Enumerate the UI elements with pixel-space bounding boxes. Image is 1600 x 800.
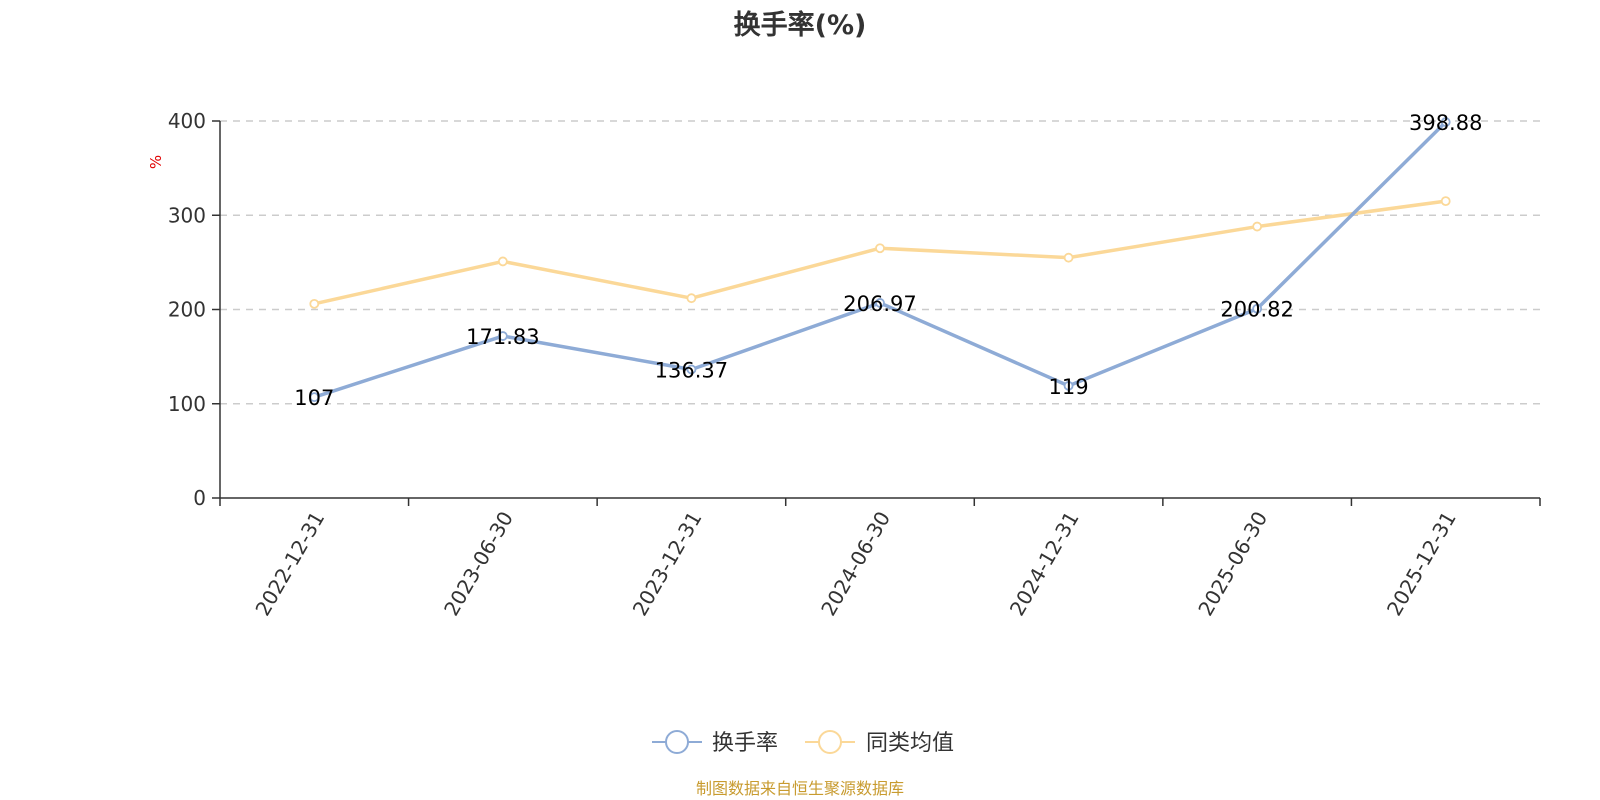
x-tick-label: 2025-12-31 bbox=[1382, 507, 1461, 620]
legend-label: 换手率 bbox=[712, 731, 778, 756]
data-point[interactable] bbox=[875, 243, 885, 254]
y-tick-label: 100 bbox=[168, 392, 206, 416]
data-label: 171.83 bbox=[466, 325, 539, 349]
data-point[interactable] bbox=[497, 256, 508, 267]
data-point[interactable] bbox=[497, 331, 508, 341]
data-label: 119 bbox=[1049, 375, 1089, 399]
series-layer bbox=[309, 117, 1451, 403]
y-tick-label: 400 bbox=[168, 109, 206, 133]
series-line-turnover-rate[interactable] bbox=[313, 120, 1447, 399]
data-label: 107 bbox=[294, 386, 334, 410]
data-point[interactable] bbox=[875, 298, 885, 308]
x-tick-label: 2025-06-30 bbox=[1193, 507, 1272, 620]
legend-swatch-marker bbox=[818, 730, 842, 754]
data-point[interactable] bbox=[309, 392, 320, 403]
x-tick-label: 2024-12-31 bbox=[1005, 507, 1084, 620]
data-source-note: 制图数据来自恒生聚源数据库 bbox=[696, 779, 904, 798]
x-tick-label: 2022-12-31 bbox=[250, 507, 329, 620]
data-point[interactable] bbox=[1440, 196, 1451, 207]
legend-swatch-marker bbox=[665, 730, 689, 754]
axis-layer: 0 100 200 300 400 2022-12-31 2023-06-30 2023-12… bbox=[168, 109, 1541, 620]
data-point[interactable] bbox=[1063, 252, 1074, 263]
chart-title: 换手率(%) bbox=[734, 9, 867, 41]
data-point[interactable] bbox=[1440, 117, 1451, 127]
data-label: 200.82 bbox=[1220, 298, 1293, 322]
data-label: 136.37 bbox=[655, 358, 728, 382]
legend-label: 同类均值 bbox=[866, 731, 954, 756]
y-tick-label: 0 bbox=[193, 486, 206, 510]
y-tick-label: 200 bbox=[168, 298, 206, 322]
data-point[interactable] bbox=[686, 293, 697, 304]
legend-item-turnover-rate[interactable]: 换手率 bbox=[652, 730, 778, 756]
data-label-layer: 107 171.83 136.37 206.97 119 200.82 398.88 bbox=[294, 111, 1482, 410]
data-point[interactable] bbox=[1252, 221, 1263, 232]
legend[interactable]: 换手率 同类均值 bbox=[652, 730, 954, 756]
data-label: 398.88 bbox=[1409, 111, 1482, 135]
data-point[interactable] bbox=[1252, 303, 1263, 314]
y-axis-unit-label: % bbox=[147, 155, 165, 169]
x-tick-label: 2024-06-30 bbox=[816, 507, 895, 620]
legend-item-peer-average[interactable]: 同类均值 bbox=[805, 730, 954, 756]
data-point[interactable] bbox=[1063, 380, 1074, 391]
data-label: 206.97 bbox=[843, 292, 916, 316]
data-point[interactable] bbox=[686, 364, 697, 375]
grid-layer bbox=[220, 120, 1540, 405]
y-tick-label: 300 bbox=[168, 203, 206, 227]
x-tick-label: 2023-06-30 bbox=[439, 507, 518, 620]
data-point[interactable] bbox=[309, 298, 320, 309]
x-tick-label: 2023-12-31 bbox=[628, 507, 707, 620]
